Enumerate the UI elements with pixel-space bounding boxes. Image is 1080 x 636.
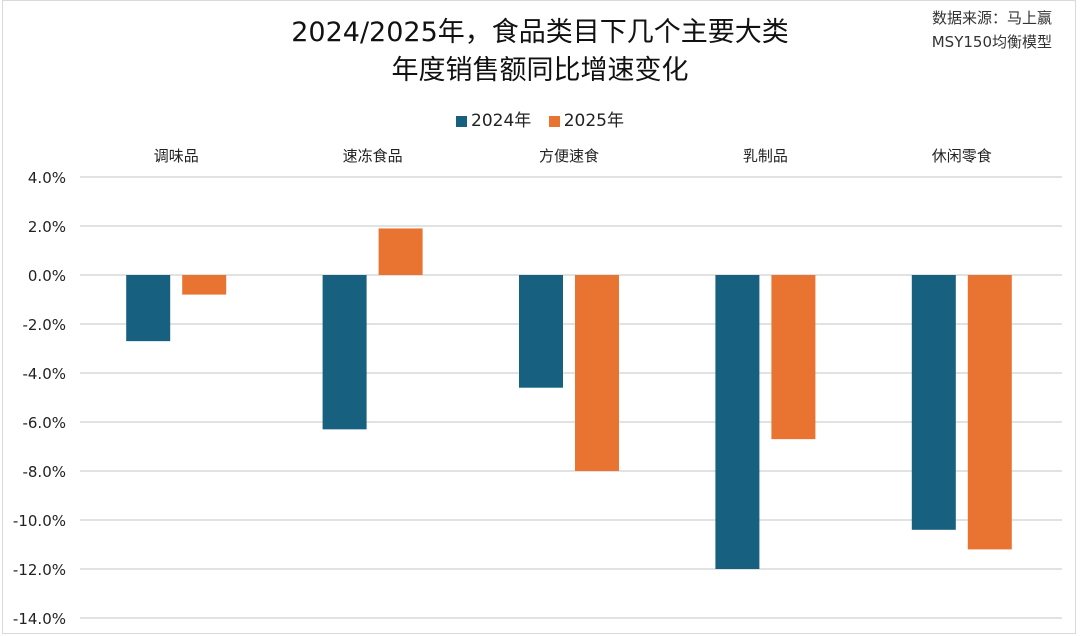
legend: 2024年 2025年	[0, 106, 1080, 131]
legend-swatch	[548, 116, 560, 127]
chart-title-line-1: 2024/2025年，食品类目下几个主要大类	[291, 17, 789, 48]
category-label: 休闲零食	[932, 147, 992, 165]
bar-2025	[771, 275, 816, 440]
bar-2024	[519, 275, 563, 388]
legend-item-2025: 2025年	[548, 111, 624, 131]
y-tick-label: -14.0%	[13, 610, 66, 628]
bar-2025	[182, 275, 227, 295]
source-line-1: 数据来源：马上赢	[931, 9, 1052, 27]
bar-2025	[575, 275, 619, 471]
legend-label: 2024年	[471, 111, 532, 131]
category-label: 调味品	[154, 147, 199, 165]
y-tick-label: -6.0%	[22, 414, 66, 432]
bar-2024	[911, 275, 956, 530]
source-line-2: MSY150均衡模型	[931, 33, 1052, 51]
legend-label: 2025年	[563, 111, 624, 131]
bar-2025	[378, 228, 423, 275]
y-tick-label: -10.0%	[13, 512, 66, 530]
y-tick-label: -2.0%	[22, 316, 66, 334]
y-tick-label: 2.0%	[28, 218, 66, 236]
y-tick-label: -8.0%	[22, 463, 66, 481]
bar-2024	[322, 275, 367, 430]
category-label: 方便速食	[539, 147, 599, 165]
legend-swatch	[456, 116, 468, 127]
chart-title-line-2: 年度销售额同比增速变化	[391, 55, 689, 86]
y-tick-label: -12.0%	[13, 561, 66, 579]
bar-2024	[126, 275, 171, 342]
category-label: 速冻食品	[343, 147, 403, 165]
bar-2024	[715, 275, 760, 569]
source-note: 数据来源：马上赢 MSY150均衡模型	[932, 6, 1052, 54]
legend-item-2024: 2024年	[456, 111, 531, 131]
y-tick-label: 0.0%	[28, 267, 66, 285]
category-label: 乳制品	[743, 147, 788, 165]
y-tick-label: -4.0%	[22, 365, 66, 383]
y-tick-label: 4.0%	[28, 169, 66, 187]
bar-2025	[967, 275, 1012, 550]
